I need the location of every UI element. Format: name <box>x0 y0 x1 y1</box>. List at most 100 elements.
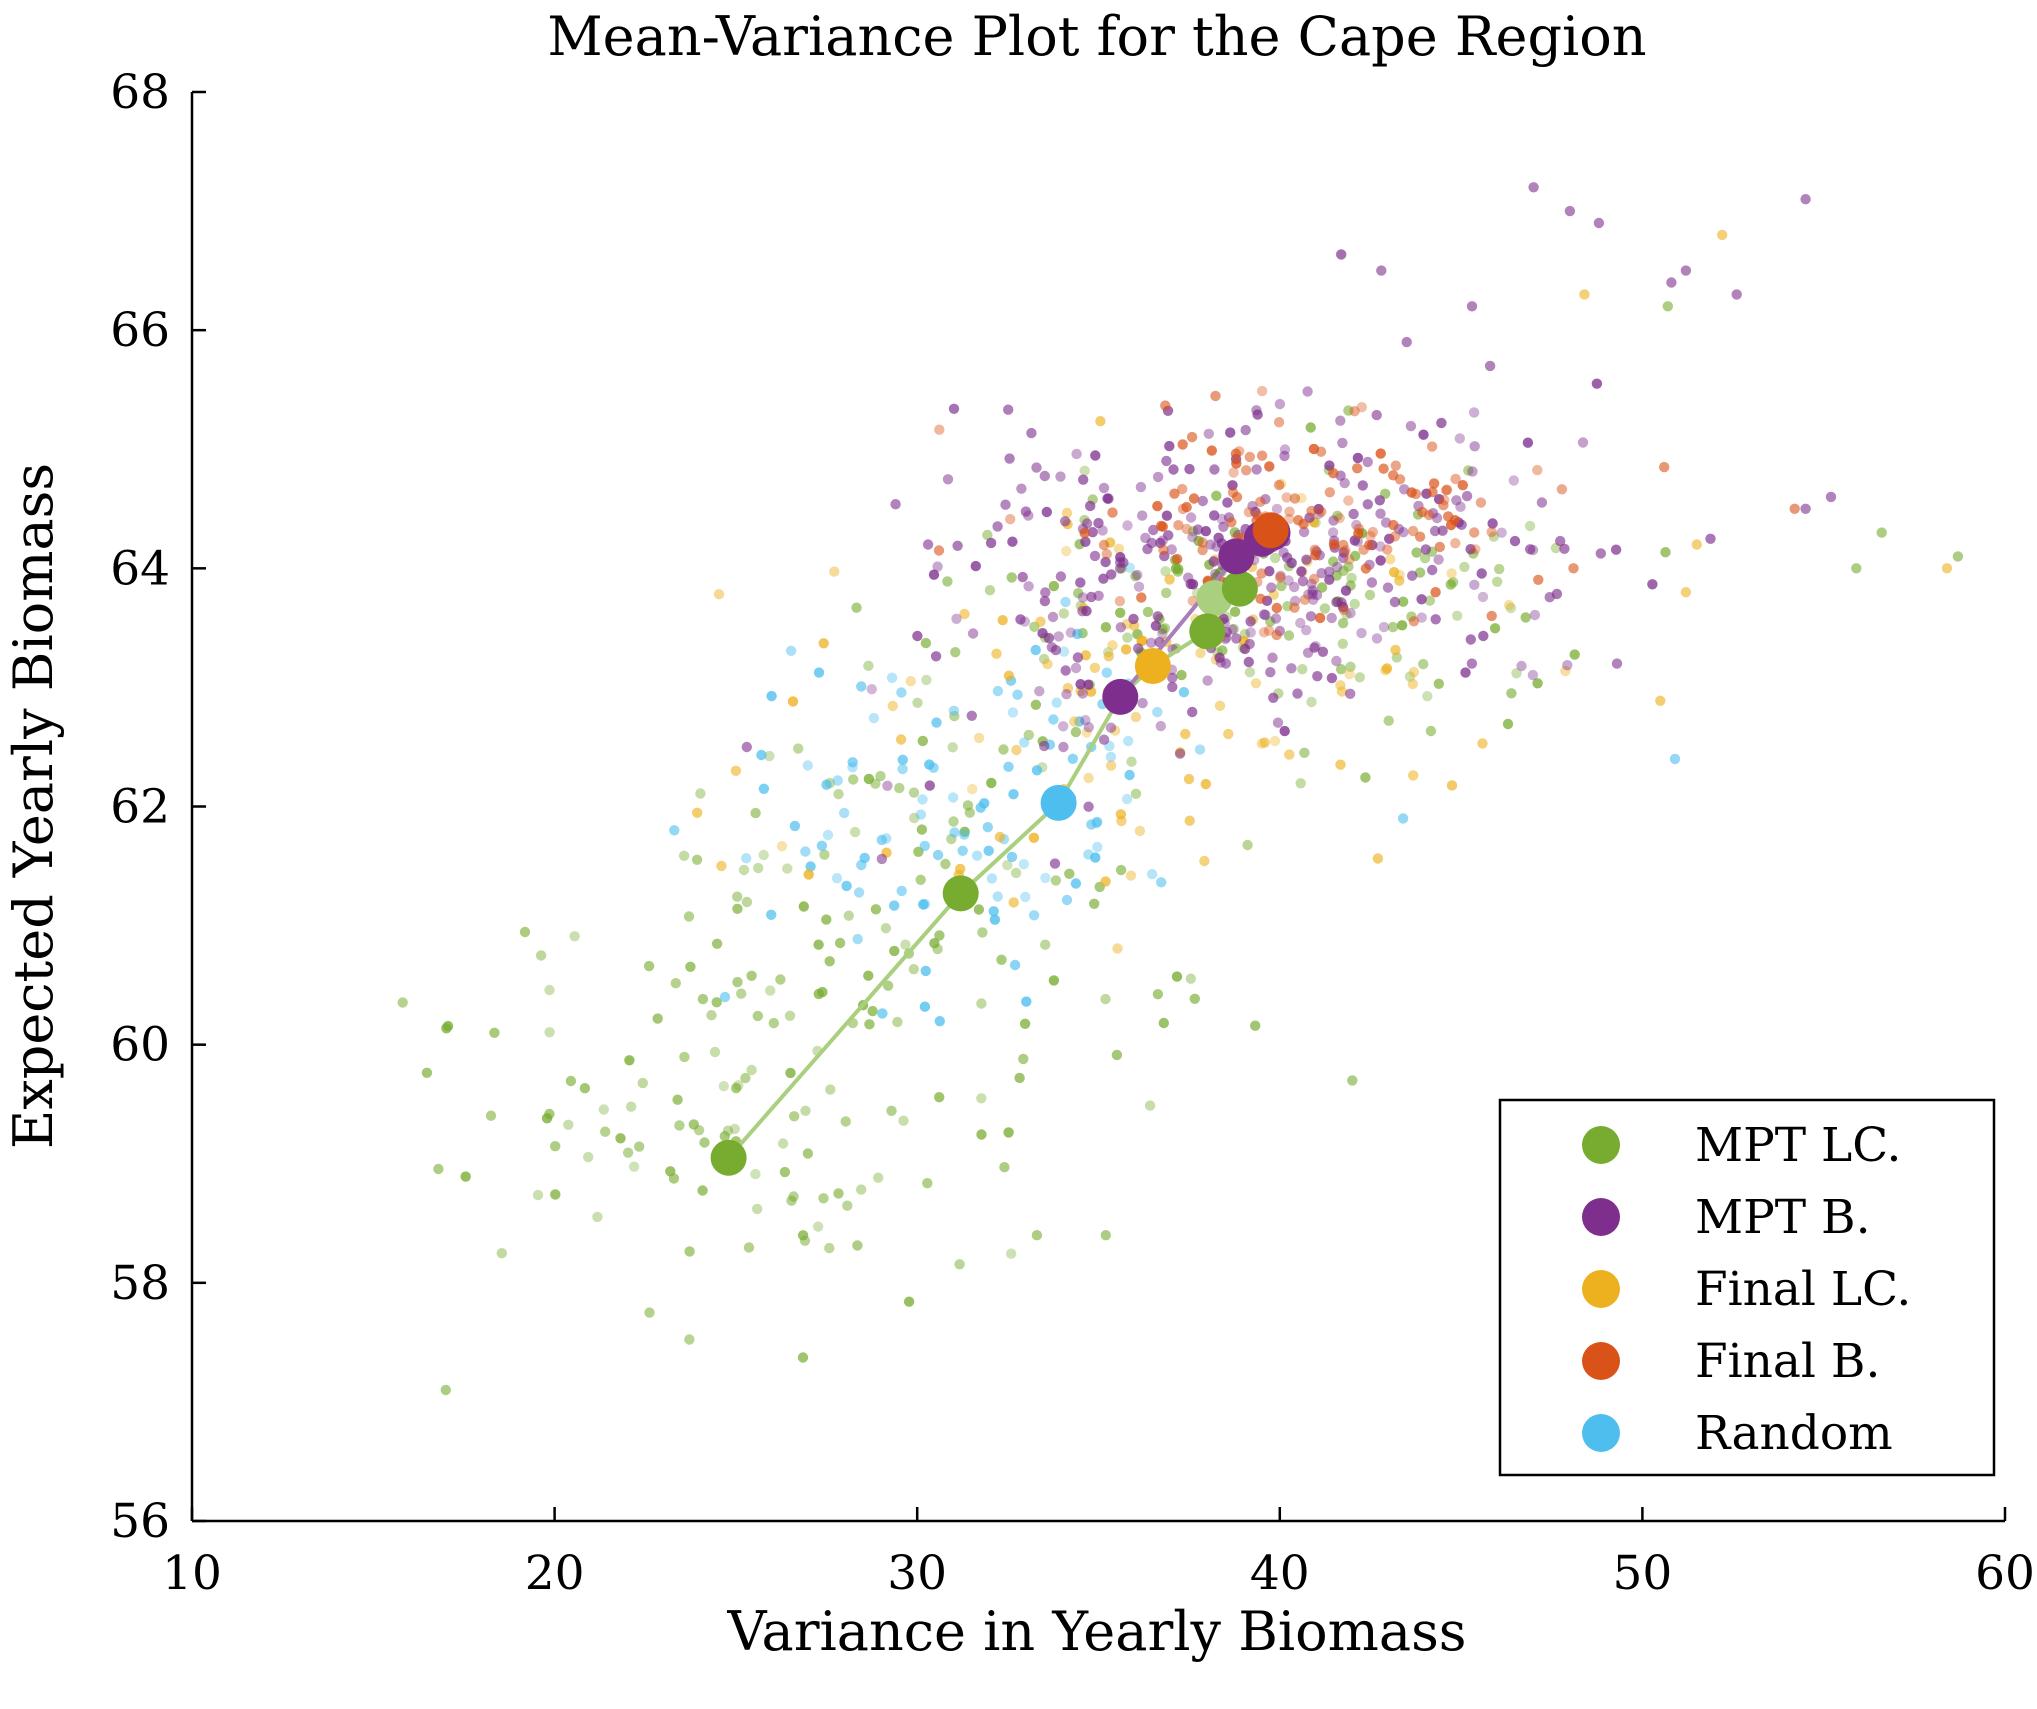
scatter-point <box>1018 859 1029 870</box>
scatter-point <box>1009 959 1021 971</box>
scatter-point <box>824 1242 835 1254</box>
scatter-point <box>563 1119 574 1131</box>
scatter-point <box>1049 858 1061 869</box>
scatter-point <box>934 424 945 435</box>
scatter-point <box>1275 572 1286 583</box>
scatter-point <box>1014 1072 1025 1084</box>
scatter-point <box>1532 464 1543 476</box>
scatter-point <box>1326 672 1338 684</box>
scatter-point <box>1101 548 1113 560</box>
scatter-point <box>1244 667 1256 678</box>
scatter-point <box>1028 910 1040 921</box>
scatter-point <box>637 1077 648 1089</box>
scatter-point <box>1562 660 1573 671</box>
scatter-point <box>1072 628 1083 640</box>
scatter-point <box>1487 518 1498 529</box>
scatter-point <box>1360 772 1371 783</box>
scatter-point <box>1123 735 1134 747</box>
scatter-point <box>1425 725 1437 737</box>
scatter-point <box>1081 727 1092 738</box>
scatter-point <box>1450 538 1461 549</box>
scatter-point <box>1137 635 1148 646</box>
scatter-point <box>1509 535 1521 547</box>
scatter-point <box>1158 544 1169 556</box>
scatter-point <box>1527 544 1539 556</box>
scatter-point <box>843 910 854 921</box>
scatter-point <box>1040 872 1051 884</box>
scatter-point <box>1085 500 1096 512</box>
scatter-point <box>1100 1230 1112 1241</box>
scatter-point <box>1375 448 1386 459</box>
scatter-point <box>912 697 923 708</box>
scatter-point <box>785 645 797 656</box>
scatter-point <box>669 825 680 836</box>
scatter-point <box>1508 475 1520 486</box>
scatter-point <box>1211 490 1222 501</box>
scatter-point <box>1171 971 1183 982</box>
scatter-point <box>982 822 993 833</box>
scatter-point <box>1468 407 1480 418</box>
scatter-point <box>1150 620 1162 631</box>
scatter-point <box>1053 631 1064 642</box>
scatter-point <box>1061 894 1073 906</box>
scatter-point <box>1276 580 1287 592</box>
scatter-point <box>1105 760 1117 771</box>
scatter-point <box>1358 544 1369 555</box>
scatter-point <box>1307 589 1318 600</box>
scatter-point <box>983 845 994 856</box>
scatter-point <box>1297 664 1308 675</box>
scatter-point <box>583 1151 594 1163</box>
scatter-point <box>839 807 850 819</box>
legend-marker <box>1582 1342 1620 1380</box>
scatter-point <box>1180 728 1191 740</box>
scatter-point <box>1041 506 1053 518</box>
scatter-point <box>1297 576 1309 587</box>
scatter-point <box>1255 593 1266 604</box>
scatter-point <box>1357 480 1369 491</box>
highlight-point <box>1221 570 1258 607</box>
scatter-point <box>1305 611 1317 622</box>
scatter-point <box>1271 629 1282 641</box>
legend-marker <box>1582 1126 1620 1164</box>
scatter-point <box>1100 993 1111 1005</box>
scatter-point <box>1467 466 1478 477</box>
scatter-point <box>984 585 996 596</box>
scatter-point <box>1177 483 1188 495</box>
scatter-point <box>942 474 954 485</box>
scatter-point <box>822 829 834 841</box>
scatter-point <box>752 1203 763 1215</box>
scatter-point <box>1484 360 1496 372</box>
scatter-point <box>1072 652 1084 663</box>
scatter-point <box>615 1133 626 1144</box>
scatter-point <box>1070 726 1082 738</box>
scatter-point <box>1298 518 1309 530</box>
scatter-point <box>921 674 932 686</box>
scatter-point <box>1520 612 1531 623</box>
scatter-point <box>736 988 747 999</box>
scatter-point <box>1078 474 1089 485</box>
scatter-point <box>841 880 852 892</box>
scatter-point <box>948 816 959 827</box>
scatter-point <box>1446 568 1457 579</box>
scatter-point <box>898 1115 909 1126</box>
scatter-point <box>982 529 993 541</box>
scatter-point <box>896 885 907 897</box>
scatter-point <box>535 950 547 961</box>
scatter-point <box>1434 541 1446 553</box>
scatter-point <box>1362 456 1373 468</box>
scatter-point <box>916 824 928 835</box>
scatter-point <box>1273 417 1285 428</box>
scatter-point <box>1167 672 1178 683</box>
scatter-point <box>1003 404 1014 415</box>
scatter-point <box>1669 753 1681 765</box>
scatter-point <box>880 923 892 934</box>
scatter-point <box>732 891 743 902</box>
scatter-point <box>1337 618 1349 629</box>
scatter-point <box>932 849 944 861</box>
scatter-point <box>1087 527 1098 538</box>
highlight-point <box>1040 784 1077 821</box>
scatter-point <box>894 782 905 794</box>
scatter-point <box>1158 1017 1170 1029</box>
scatter-point <box>1315 446 1327 457</box>
scatter-point <box>992 891 1003 902</box>
